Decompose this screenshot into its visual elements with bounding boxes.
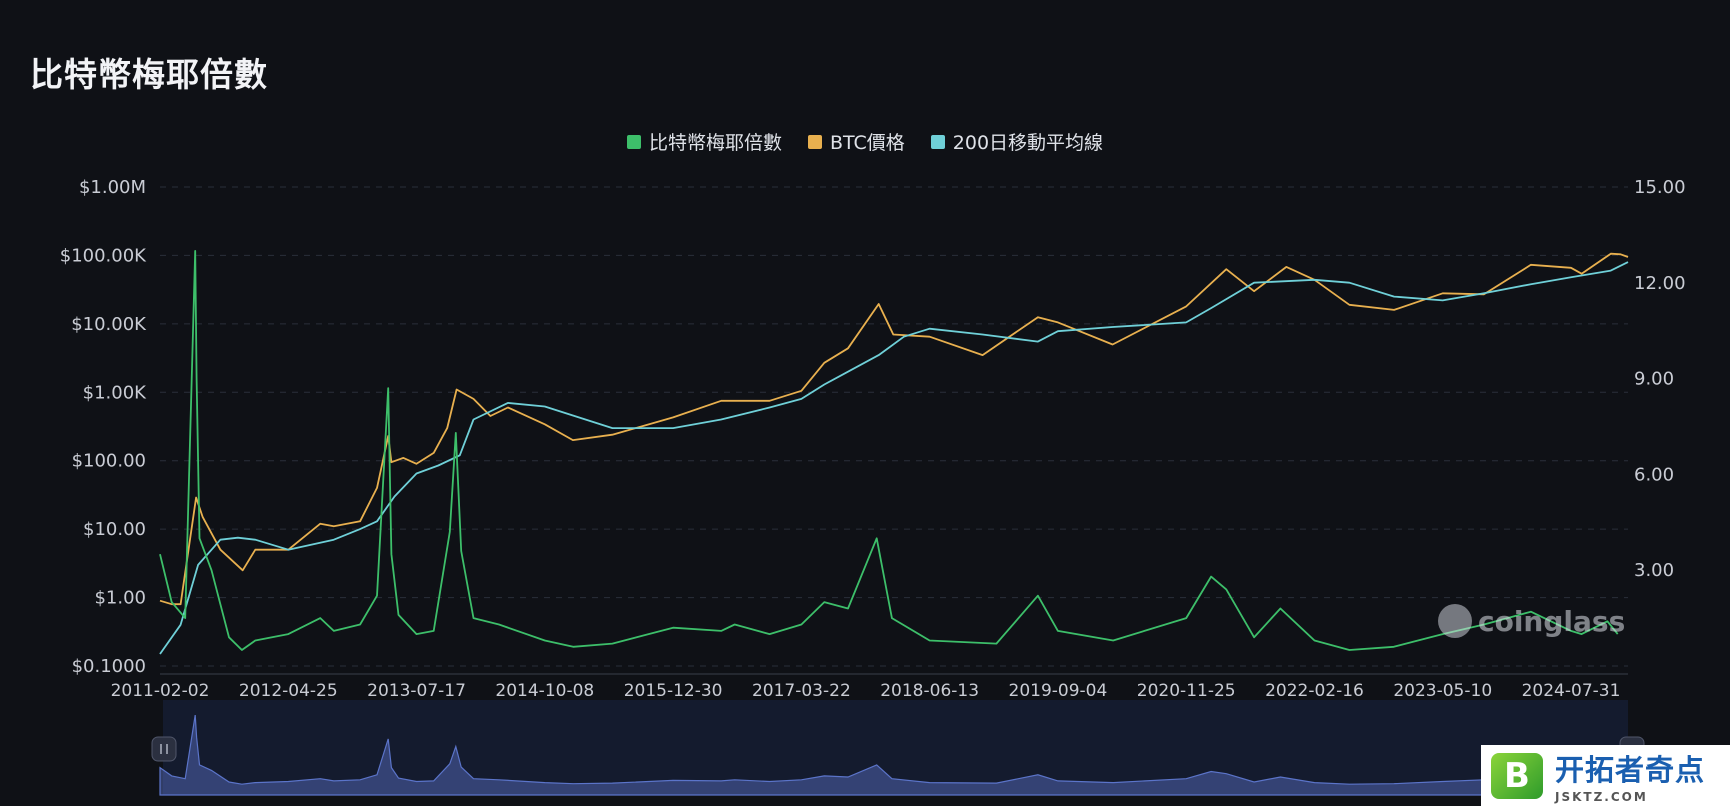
y-right-tick-label: 12.00 xyxy=(1634,273,1686,294)
y-left-tick-label: $1.00 xyxy=(94,588,146,609)
series-line-1 xyxy=(159,252,1629,606)
x-tick-label: 2020-11-25 xyxy=(1137,681,1236,701)
axis-layer: $0.1000 $1.00 $10.00 $100.00 $1.00K $10.00K $1… xyxy=(60,177,1686,701)
legend-label-multiple: 比特幣梅耶倍數 xyxy=(648,132,782,154)
chart-legend: 比特幣梅耶倍數 BTC價格 200日移動平均線 xyxy=(0,128,1730,155)
badge-logo-icon: B xyxy=(1491,752,1543,799)
legend-item-price[interactable]: BTC價格 xyxy=(807,128,905,155)
navigator-series xyxy=(159,715,1619,796)
x-tick-label: 2012-04-25 xyxy=(239,681,338,701)
legend-label-ma200: 200日移動平均線 xyxy=(952,132,1104,154)
x-tick-label: 2023-05-10 xyxy=(1393,681,1492,701)
x-tick-label: 2014-10-08 xyxy=(495,681,594,701)
x-tick-label: 2017-03-22 xyxy=(752,681,851,701)
legend-swatch-ma200 xyxy=(930,134,945,149)
legend-swatch-multiple xyxy=(626,134,641,149)
page-title: 比特幣梅耶倍數 xyxy=(30,55,268,94)
y-right-tick-label: 9.00 xyxy=(1634,369,1674,390)
y-left-tick-label: $100.00 xyxy=(72,451,146,472)
y-left-tick-label: $0.1000 xyxy=(72,656,146,677)
y-right-tick-label: 6.00 xyxy=(1634,464,1674,485)
y-left-tick-label: $10.00 xyxy=(83,519,146,540)
series-line-0 xyxy=(159,249,1619,651)
legend-label-price: BTC價格 xyxy=(829,132,905,154)
x-tick-label: 2018-06-13 xyxy=(880,681,979,701)
x-tick-label: 2024-07-31 xyxy=(1522,681,1621,701)
legend-item-ma200[interactable]: 200日移動平均線 xyxy=(930,128,1104,155)
legend-item-multiple[interactable]: 比特幣梅耶倍數 xyxy=(626,128,782,155)
y-left-tick-label: $10.00K xyxy=(71,314,147,335)
x-tick-label: 2019-09-04 xyxy=(1009,681,1108,701)
navigator-left-handle[interactable] xyxy=(151,736,177,762)
y-left-tick-label: $1.00M xyxy=(79,177,146,198)
watermark-text: coinglass xyxy=(1478,604,1626,638)
x-tick-label: 2011-02-02 xyxy=(111,681,210,701)
y-right-tick-label: 15.00 xyxy=(1634,177,1686,198)
legend-swatch-price xyxy=(807,134,822,149)
series-layer xyxy=(159,249,1629,655)
y-left-tick-label: $1.00K xyxy=(83,382,148,403)
x-tick-label: 2013-07-17 xyxy=(367,681,466,701)
navigator[interactable] xyxy=(151,700,1645,796)
x-tick-label: 2022-02-16 xyxy=(1265,681,1364,701)
y-left-tick-label: $100.00K xyxy=(60,245,147,266)
y-right-tick-label: 3.00 xyxy=(1634,560,1674,581)
coinglass-logo-icon xyxy=(1438,604,1472,638)
series-line-2 xyxy=(159,261,1629,655)
watermark: coinglass xyxy=(1438,604,1625,638)
site-badge[interactable]: B 开拓者奇点 JSKTZ.COM xyxy=(1481,745,1730,806)
badge-name: 开拓者奇点 xyxy=(1555,753,1706,787)
x-tick-label: 2015-12-30 xyxy=(624,681,723,701)
badge-url: JSKTZ.COM xyxy=(1555,790,1648,804)
grid-layer xyxy=(160,186,1628,667)
